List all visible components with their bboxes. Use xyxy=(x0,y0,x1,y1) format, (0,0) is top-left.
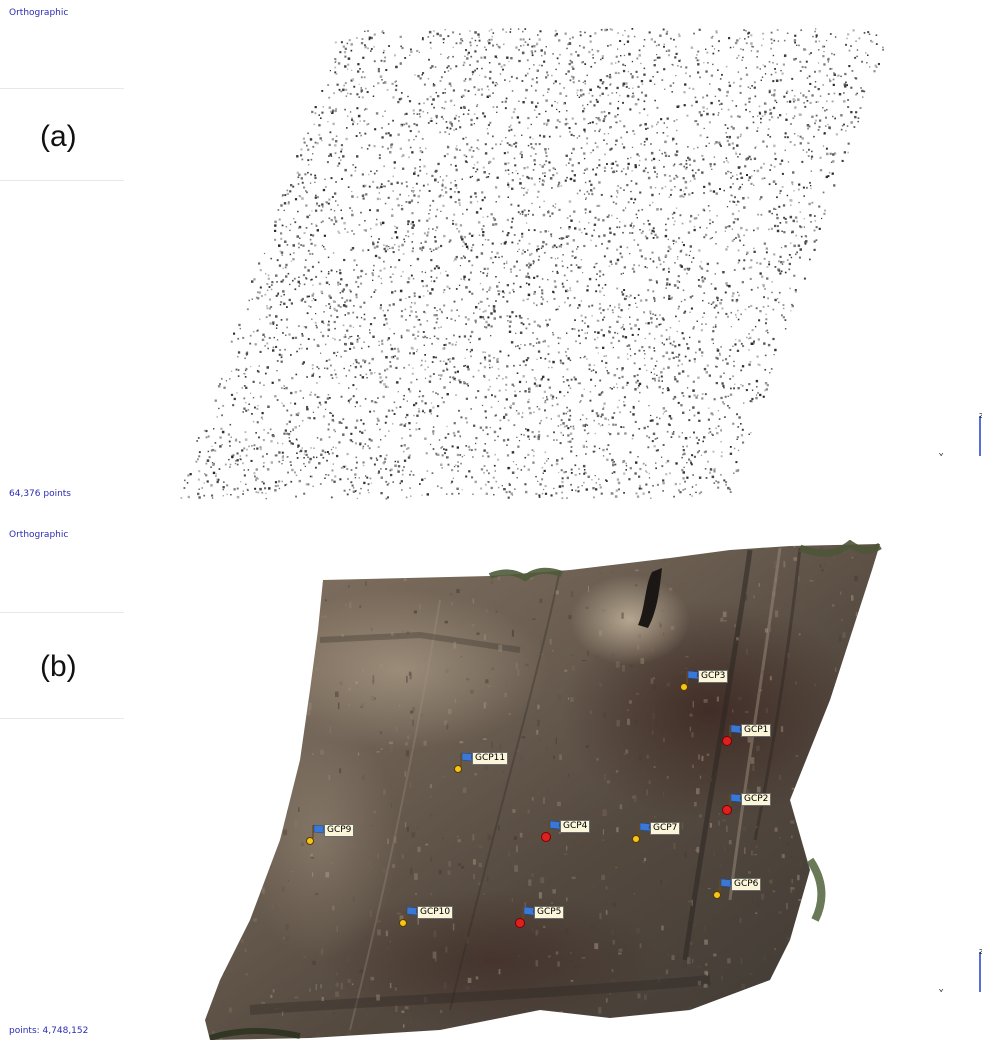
viewport-dense-cloud[interactable]: Orthographic (b) xyxy=(0,522,984,1044)
flag-icon xyxy=(686,670,700,684)
gcp-label: GCP5 xyxy=(534,906,565,919)
projection-mode-label: Orthographic xyxy=(9,8,69,18)
flag-icon xyxy=(729,724,743,738)
gcp-marker-gcp3[interactable]: GCP3 xyxy=(680,670,750,692)
sparse-point-cloud[interactable] xyxy=(170,22,900,512)
gcp-label: GCP11 xyxy=(472,752,509,765)
divider xyxy=(0,180,124,181)
gcp-label: GCP4 xyxy=(560,820,591,833)
z-axis-label: Z xyxy=(979,948,982,956)
gcp-point-marker xyxy=(632,835,640,843)
gcp-label: GCP7 xyxy=(650,822,681,835)
gcp-marker-gcp2[interactable]: GCP2 xyxy=(722,793,793,815)
textured-rock-face[interactable] xyxy=(190,540,890,1040)
gcp-marker-gcp1[interactable]: GCP1 xyxy=(722,724,793,746)
gcp-label: GCP10 xyxy=(417,906,454,919)
viewport-sparse-cloud[interactable]: Orthographic (a) 64,376 points Z Y xyxy=(0,0,984,522)
point-count-label: 64,376 points xyxy=(9,489,71,499)
gcp-marker-gcp11[interactable]: GCP11 xyxy=(454,752,524,774)
axis-gizmo: Z Y xyxy=(938,412,984,461)
gcp-label: GCP1 xyxy=(741,724,772,737)
gcp-marker-gcp6[interactable]: GCP6 xyxy=(713,878,783,900)
z-axis-label: Z xyxy=(979,412,982,420)
axis-gizmo: Z Y xyxy=(938,948,984,997)
point-count-label: points: 4,748,152 xyxy=(9,1026,89,1036)
gcp-point-marker xyxy=(680,683,688,691)
gcp-point-marker xyxy=(722,805,732,815)
y-axis-label: Y xyxy=(938,452,944,456)
gcp-label: GCP3 xyxy=(698,670,729,683)
gcp-point-marker xyxy=(541,832,551,842)
projection-mode-label: Orthographic xyxy=(9,530,69,540)
y-axis-label: Y xyxy=(938,988,944,992)
divider xyxy=(0,88,124,89)
gcp-marker-gcp4[interactable]: GCP4 xyxy=(541,820,612,842)
gcp-point-marker xyxy=(713,891,721,899)
gcp-marker-gcp10[interactable]: GCP10 xyxy=(399,906,469,928)
gcp-marker-gcp7[interactable]: GCP7 xyxy=(632,822,702,844)
gcp-point-marker xyxy=(399,919,407,927)
gcp-point-marker xyxy=(454,765,462,773)
gcp-marker-gcp9[interactable]: GCP9 xyxy=(306,824,376,846)
gcp-label: GCP6 xyxy=(731,878,762,891)
gcp-label: GCP9 xyxy=(324,824,355,837)
gcp-point-marker xyxy=(306,837,314,845)
flag-icon xyxy=(719,878,733,892)
gcp-point-marker xyxy=(515,918,525,928)
gcp-point-marker xyxy=(722,736,732,746)
figure-label-b: (b) xyxy=(40,650,77,683)
gcp-label: GCP2 xyxy=(741,793,772,806)
divider xyxy=(0,718,124,719)
figure-label-a: (a) xyxy=(40,120,77,153)
divider xyxy=(0,612,124,613)
gcp-marker-gcp5[interactable]: GCP5 xyxy=(515,906,586,928)
